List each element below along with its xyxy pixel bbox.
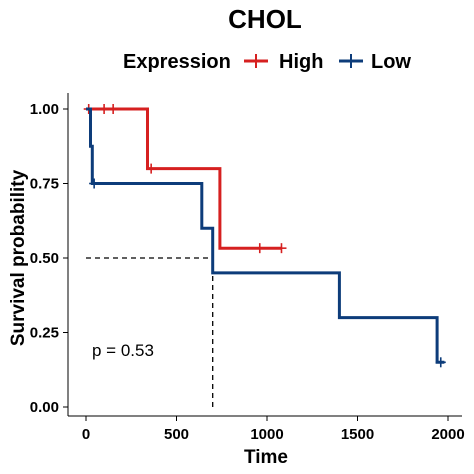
plot-area <box>83 104 446 407</box>
x-axis-ticks: 0 500 1000 1500 2000 <box>82 416 465 443</box>
censor-mark-high <box>276 243 287 254</box>
censor-mark-low <box>435 357 446 368</box>
censor-mark-high <box>108 104 119 114</box>
censor-mark-high <box>99 104 110 114</box>
chart-title: CHOL <box>228 4 302 34</box>
y-tick-label: 0.50 <box>30 250 59 267</box>
x-tick-label: 1500 <box>341 426 374 443</box>
censor-mark-high <box>254 243 265 254</box>
y-axis-title: Survival probability <box>8 169 29 346</box>
series-line-low <box>86 107 445 364</box>
series-line-high <box>86 107 282 250</box>
legend: Expression High Low <box>123 51 411 73</box>
legend-title: Expression <box>123 51 231 73</box>
y-tick-label: 0.25 <box>30 325 59 342</box>
y-axis-ticks: 0.00 0.25 0.50 0.75 1.00 <box>30 101 68 416</box>
x-tick-label: 500 <box>164 426 189 443</box>
y-tick-label: 1.00 <box>30 101 59 118</box>
x-tick-label: 2000 <box>431 426 464 443</box>
censor-mark-high <box>146 163 157 174</box>
x-tick-label: 0 <box>82 426 90 443</box>
p-value-annotation: p = 0.53 <box>92 341 154 360</box>
legend-label-low: Low <box>371 51 411 73</box>
y-tick-label: 0.75 <box>30 176 59 193</box>
legend-label-high: High <box>279 51 323 73</box>
x-tick-label: 1000 <box>250 426 283 443</box>
x-axis-title: Time <box>244 447 288 468</box>
y-tick-label: 0.00 <box>30 399 59 416</box>
censor-mark-low <box>89 178 100 189</box>
